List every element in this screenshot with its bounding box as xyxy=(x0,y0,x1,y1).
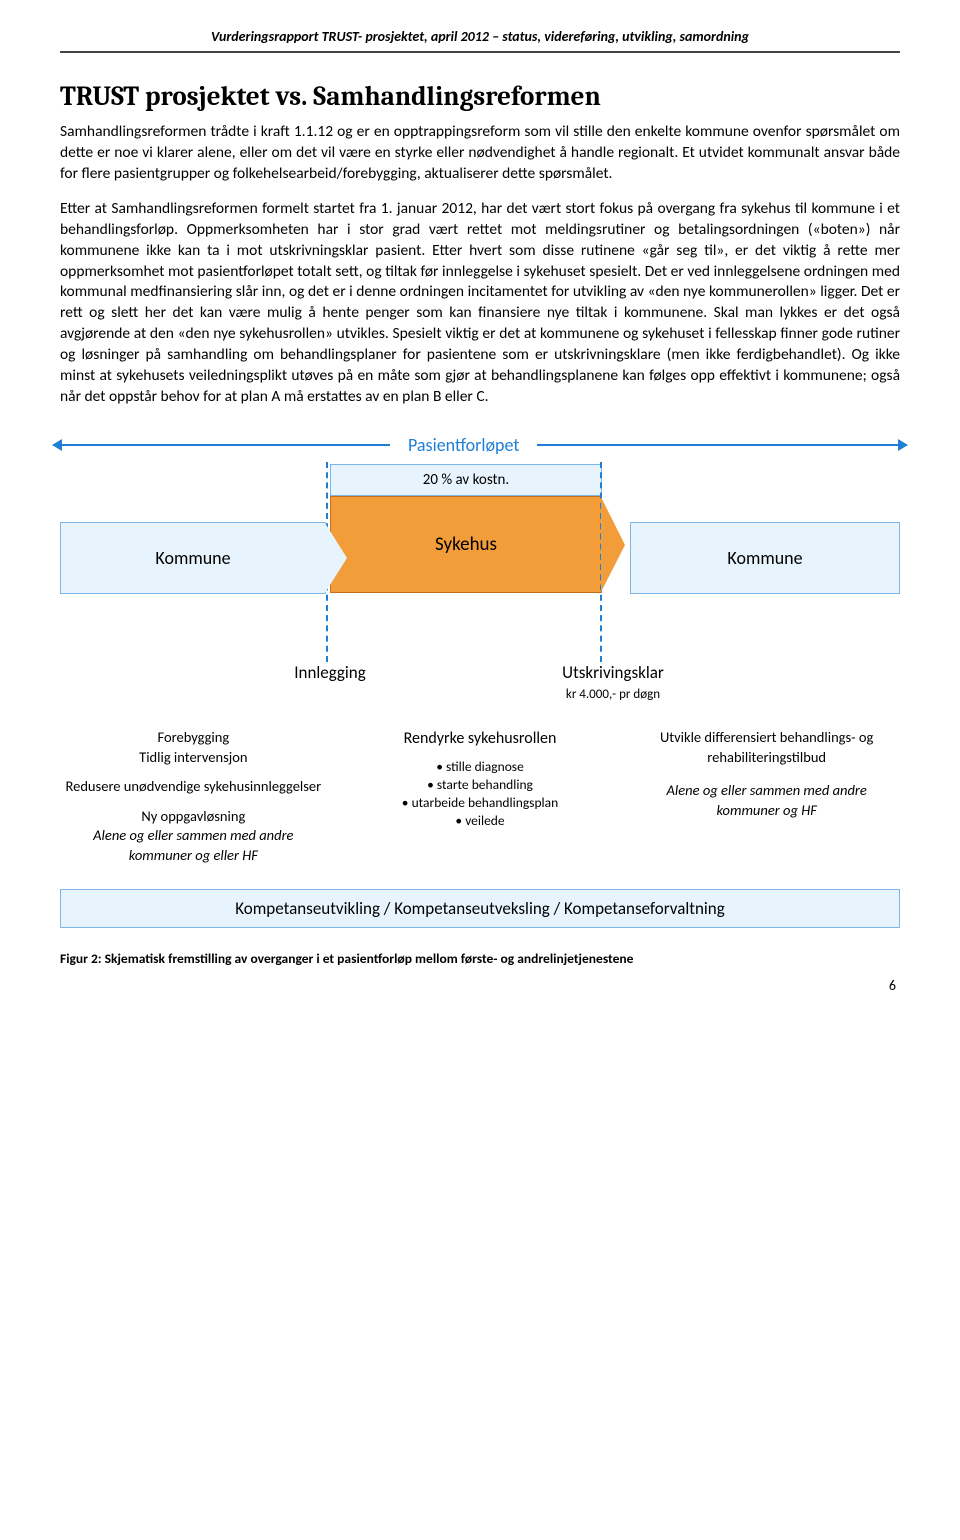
utskriving-label: Utskrivingsklar xyxy=(538,662,688,683)
paragraph-2: Etter at Samhandlingsreformen formelt st… xyxy=(60,199,900,408)
column-middle: Rendyrke sykehusrollen stille diagnose s… xyxy=(347,728,614,865)
col-mid-item-2: utarbeide behandlingsplan xyxy=(347,794,614,812)
page-number: 6 xyxy=(60,977,900,994)
paragraph-1: Samhandlingsreformen trådte i kraft 1.1.… xyxy=(60,122,900,185)
col-left-l1: Forebygging xyxy=(158,728,230,746)
col-left-l3: Redusere unødvendige sykehusinnleggelser xyxy=(60,777,327,797)
kommune-left-label: Kommune xyxy=(155,547,230,569)
col-mid-list: stille diagnose starte behandling utarbe… xyxy=(347,758,614,831)
cost-box: 20 % av kostn. xyxy=(330,464,602,496)
utskriving-sub-label: kr 4.000,- pr døgn xyxy=(538,687,688,702)
col-left-l2: Tidlig intervensjon xyxy=(139,748,247,766)
pasientforlopet-label: Pasientforløpet xyxy=(390,434,537,456)
figure-caption: Figur 2: Skjematisk fremstilling av over… xyxy=(60,950,900,967)
arrow-segment-left xyxy=(60,444,390,446)
col-left-l5: Alene og eller sammen med andre kommuner… xyxy=(60,826,327,865)
arrow-segment-right xyxy=(537,444,900,446)
innlegging-label: Innlegging xyxy=(270,662,390,683)
column-right: Utvikle differensiert behandlings- og re… xyxy=(633,728,900,865)
column-left: Forebygging Tidlig intervensjon Redusere… xyxy=(60,728,327,865)
kompetanse-bar: Kompetanseutvikling / Kompetanseutveksli… xyxy=(60,889,900,928)
col-mid-title: Rendyrke sykehusrollen xyxy=(347,728,614,750)
col-mid-item-0: stille diagnose xyxy=(347,758,614,776)
col-mid-item-1: starte behandling xyxy=(347,776,614,794)
page-header: Vurderingsrapport TRUST- prosjektet, apr… xyxy=(60,28,900,53)
kommune-right-label: Kommune xyxy=(727,547,802,569)
sykehus-label: Sykehus xyxy=(435,533,497,556)
kommune-right-box: Kommune xyxy=(630,522,900,594)
diagram-figure: Pasientforløpet Kommune 20 % av kostn. S… xyxy=(60,430,900,928)
kommune-left-box: Kommune xyxy=(60,522,326,594)
col-right-l1: Utvikle differensiert behandlings- og re… xyxy=(633,728,900,767)
page-title: TRUST prosjektet vs. Samhandlingsreforme… xyxy=(60,81,900,112)
col-right-l2: Alene og eller sammen med andre kommuner… xyxy=(633,781,900,820)
col-mid-item-3: veilede xyxy=(347,812,614,830)
col-left-l4: Ny oppgavløsning xyxy=(60,807,327,827)
cost-label: 20 % av kostn. xyxy=(423,471,509,489)
sykehus-box: Sykehus xyxy=(330,496,602,593)
